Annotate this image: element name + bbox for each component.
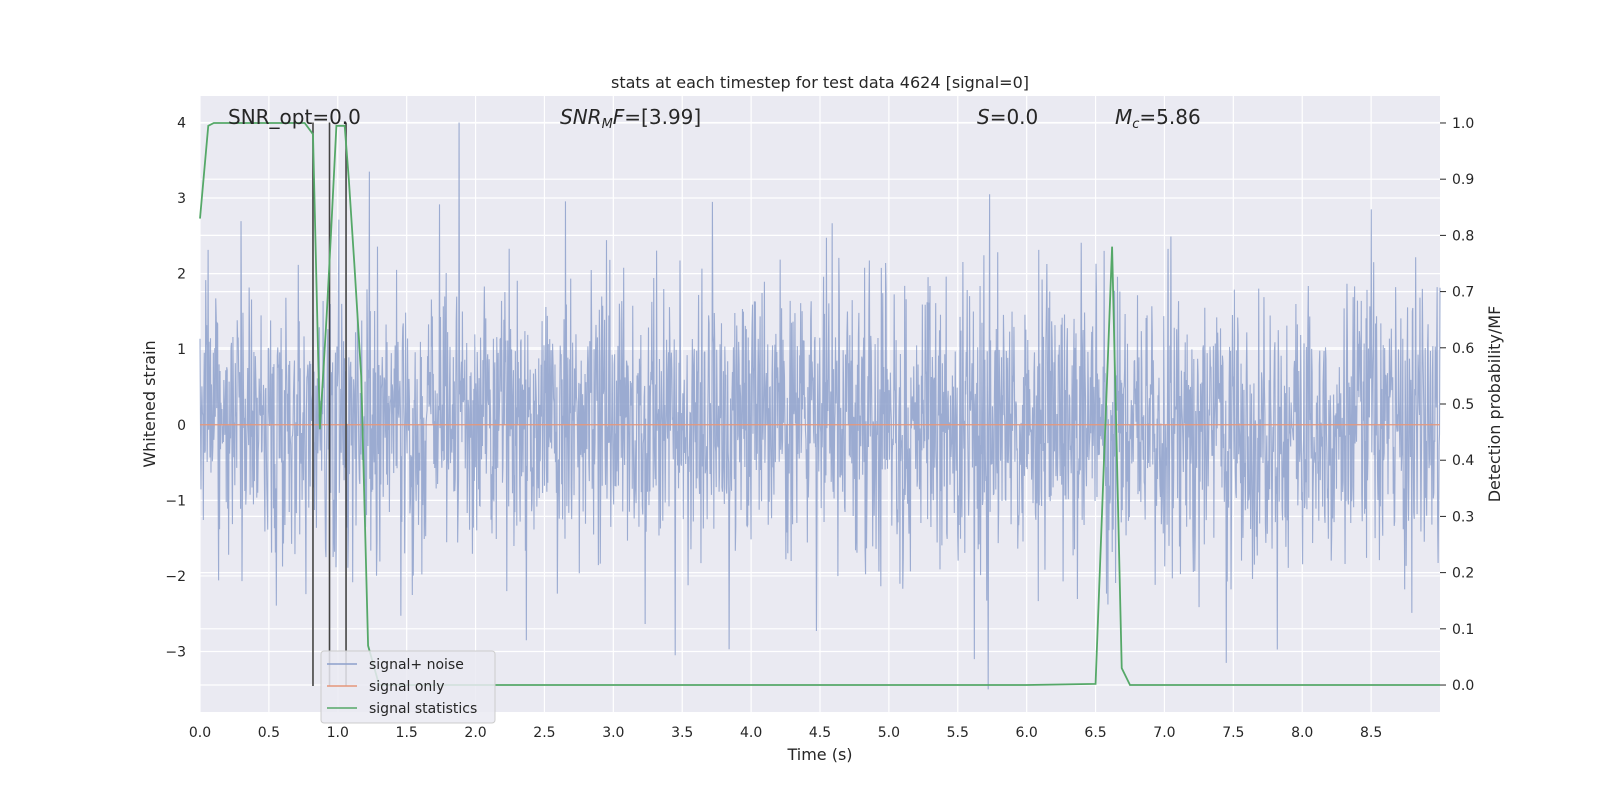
y-tick-label: 3 xyxy=(177,191,186,207)
y-tick-label: −2 xyxy=(165,569,186,585)
x-tick-label: 2.0 xyxy=(464,725,486,741)
annotation-snr-mf-main: SNR xyxy=(560,105,602,129)
annotations: SNR_opt=0.0 SNRMF=[3.99] S=0.0 Mc=5.86 xyxy=(228,105,1201,132)
y-right-tick-label: 1.0 xyxy=(1452,116,1474,132)
annotation-s-main: S xyxy=(977,105,990,129)
y-right-tick-label: 0.3 xyxy=(1452,509,1474,525)
signal-statistics-series xyxy=(199,122,1440,686)
annotation-snr-mf: SNRMF=[3.99] xyxy=(560,105,701,132)
y-axis-right-title: Detection probability/MF xyxy=(1485,306,1504,503)
x-tick-label: 0.0 xyxy=(189,725,211,741)
annotation-snr-mf-end: F xyxy=(613,105,625,129)
y-tick-label: −3 xyxy=(165,645,186,661)
annotation-mc-sub: c xyxy=(1132,117,1139,132)
x-axis-title: Time (s) xyxy=(786,745,852,764)
chart-title: stats at each timestep for test data 462… xyxy=(611,73,1029,92)
y-right-tick-label: 0.2 xyxy=(1452,566,1474,582)
y-right-tick-label: 0.0 xyxy=(1452,678,1474,694)
x-tick-label: 0.5 xyxy=(258,725,280,741)
y-right-tick-label: 0.7 xyxy=(1452,285,1474,301)
x-tick-label: 4.0 xyxy=(740,725,762,741)
legend-box xyxy=(320,650,496,724)
y-right-tick-label: 0.5 xyxy=(1452,397,1474,413)
x-tick-label: 7.0 xyxy=(1153,725,1175,741)
annotation-mc-value: =5.86 xyxy=(1139,105,1200,129)
signal-statistics-line xyxy=(199,122,1440,686)
y-right-tick-label: 0.6 xyxy=(1452,341,1474,357)
y-tick-label: 1 xyxy=(177,342,186,358)
x-tick-label: 3.5 xyxy=(671,725,693,741)
annotation-s-value: =0.0 xyxy=(990,105,1039,129)
x-tick-label: 4.5 xyxy=(809,725,831,741)
y-tick-label: 2 xyxy=(177,267,186,283)
x-tick-label: 8.5 xyxy=(1360,725,1382,741)
vertical-markers xyxy=(312,122,347,686)
annotation-mc-main: M xyxy=(1115,105,1132,129)
x-tick-label: 1.0 xyxy=(327,725,349,741)
legend: signal+ noise signal only signal statist… xyxy=(320,650,496,724)
y-right-tick-label: 0.8 xyxy=(1452,228,1474,244)
y-axis-title: Whitened strain xyxy=(140,340,159,467)
x-tick-label: 5.0 xyxy=(878,725,900,741)
x-tick-label: 2.5 xyxy=(533,725,555,741)
annotation-mc: Mc=5.86 xyxy=(1115,105,1201,132)
legend-label-signal-only: signal only xyxy=(369,679,444,695)
legend-label-signal-statistics: signal statistics xyxy=(369,701,477,717)
x-tick-label: 8.0 xyxy=(1291,725,1313,741)
y-right-tick-label: 0.4 xyxy=(1452,453,1474,469)
annotation-s: S=0.0 xyxy=(977,105,1038,129)
y-right-tick-label: 0.1 xyxy=(1452,622,1474,638)
signal-noise-series xyxy=(199,122,1441,690)
y-tick-label: 4 xyxy=(177,115,186,131)
y-tick-label: −1 xyxy=(165,493,186,509)
y-tick-label: 0 xyxy=(177,418,186,434)
y-right-tick-label: 0.9 xyxy=(1452,172,1474,188)
annotation-snr-mf-value: =[3.99] xyxy=(624,105,701,129)
x-tick-label: 1.5 xyxy=(396,725,418,741)
x-tick-label: 6.5 xyxy=(1084,725,1106,741)
signal-noise-line xyxy=(199,122,1441,690)
legend-label-signal-noise: signal+ noise xyxy=(369,657,464,673)
x-tick-label: 7.5 xyxy=(1222,725,1244,741)
annotation-snr-opt: SNR_opt=0.0 xyxy=(228,105,361,129)
x-tick-label: 5.5 xyxy=(947,725,969,741)
x-tick-label: 6.0 xyxy=(1016,725,1038,741)
annotation-snr-mf-sub: M xyxy=(602,117,613,132)
axis-ticks: 0.0 0.5 1.0 1.5 2.0 2.5 3.0 3.5 4.0 4.5 5.0 5.5 6.0 6… xyxy=(165,115,1474,741)
x-tick-label: 3.0 xyxy=(602,725,624,741)
